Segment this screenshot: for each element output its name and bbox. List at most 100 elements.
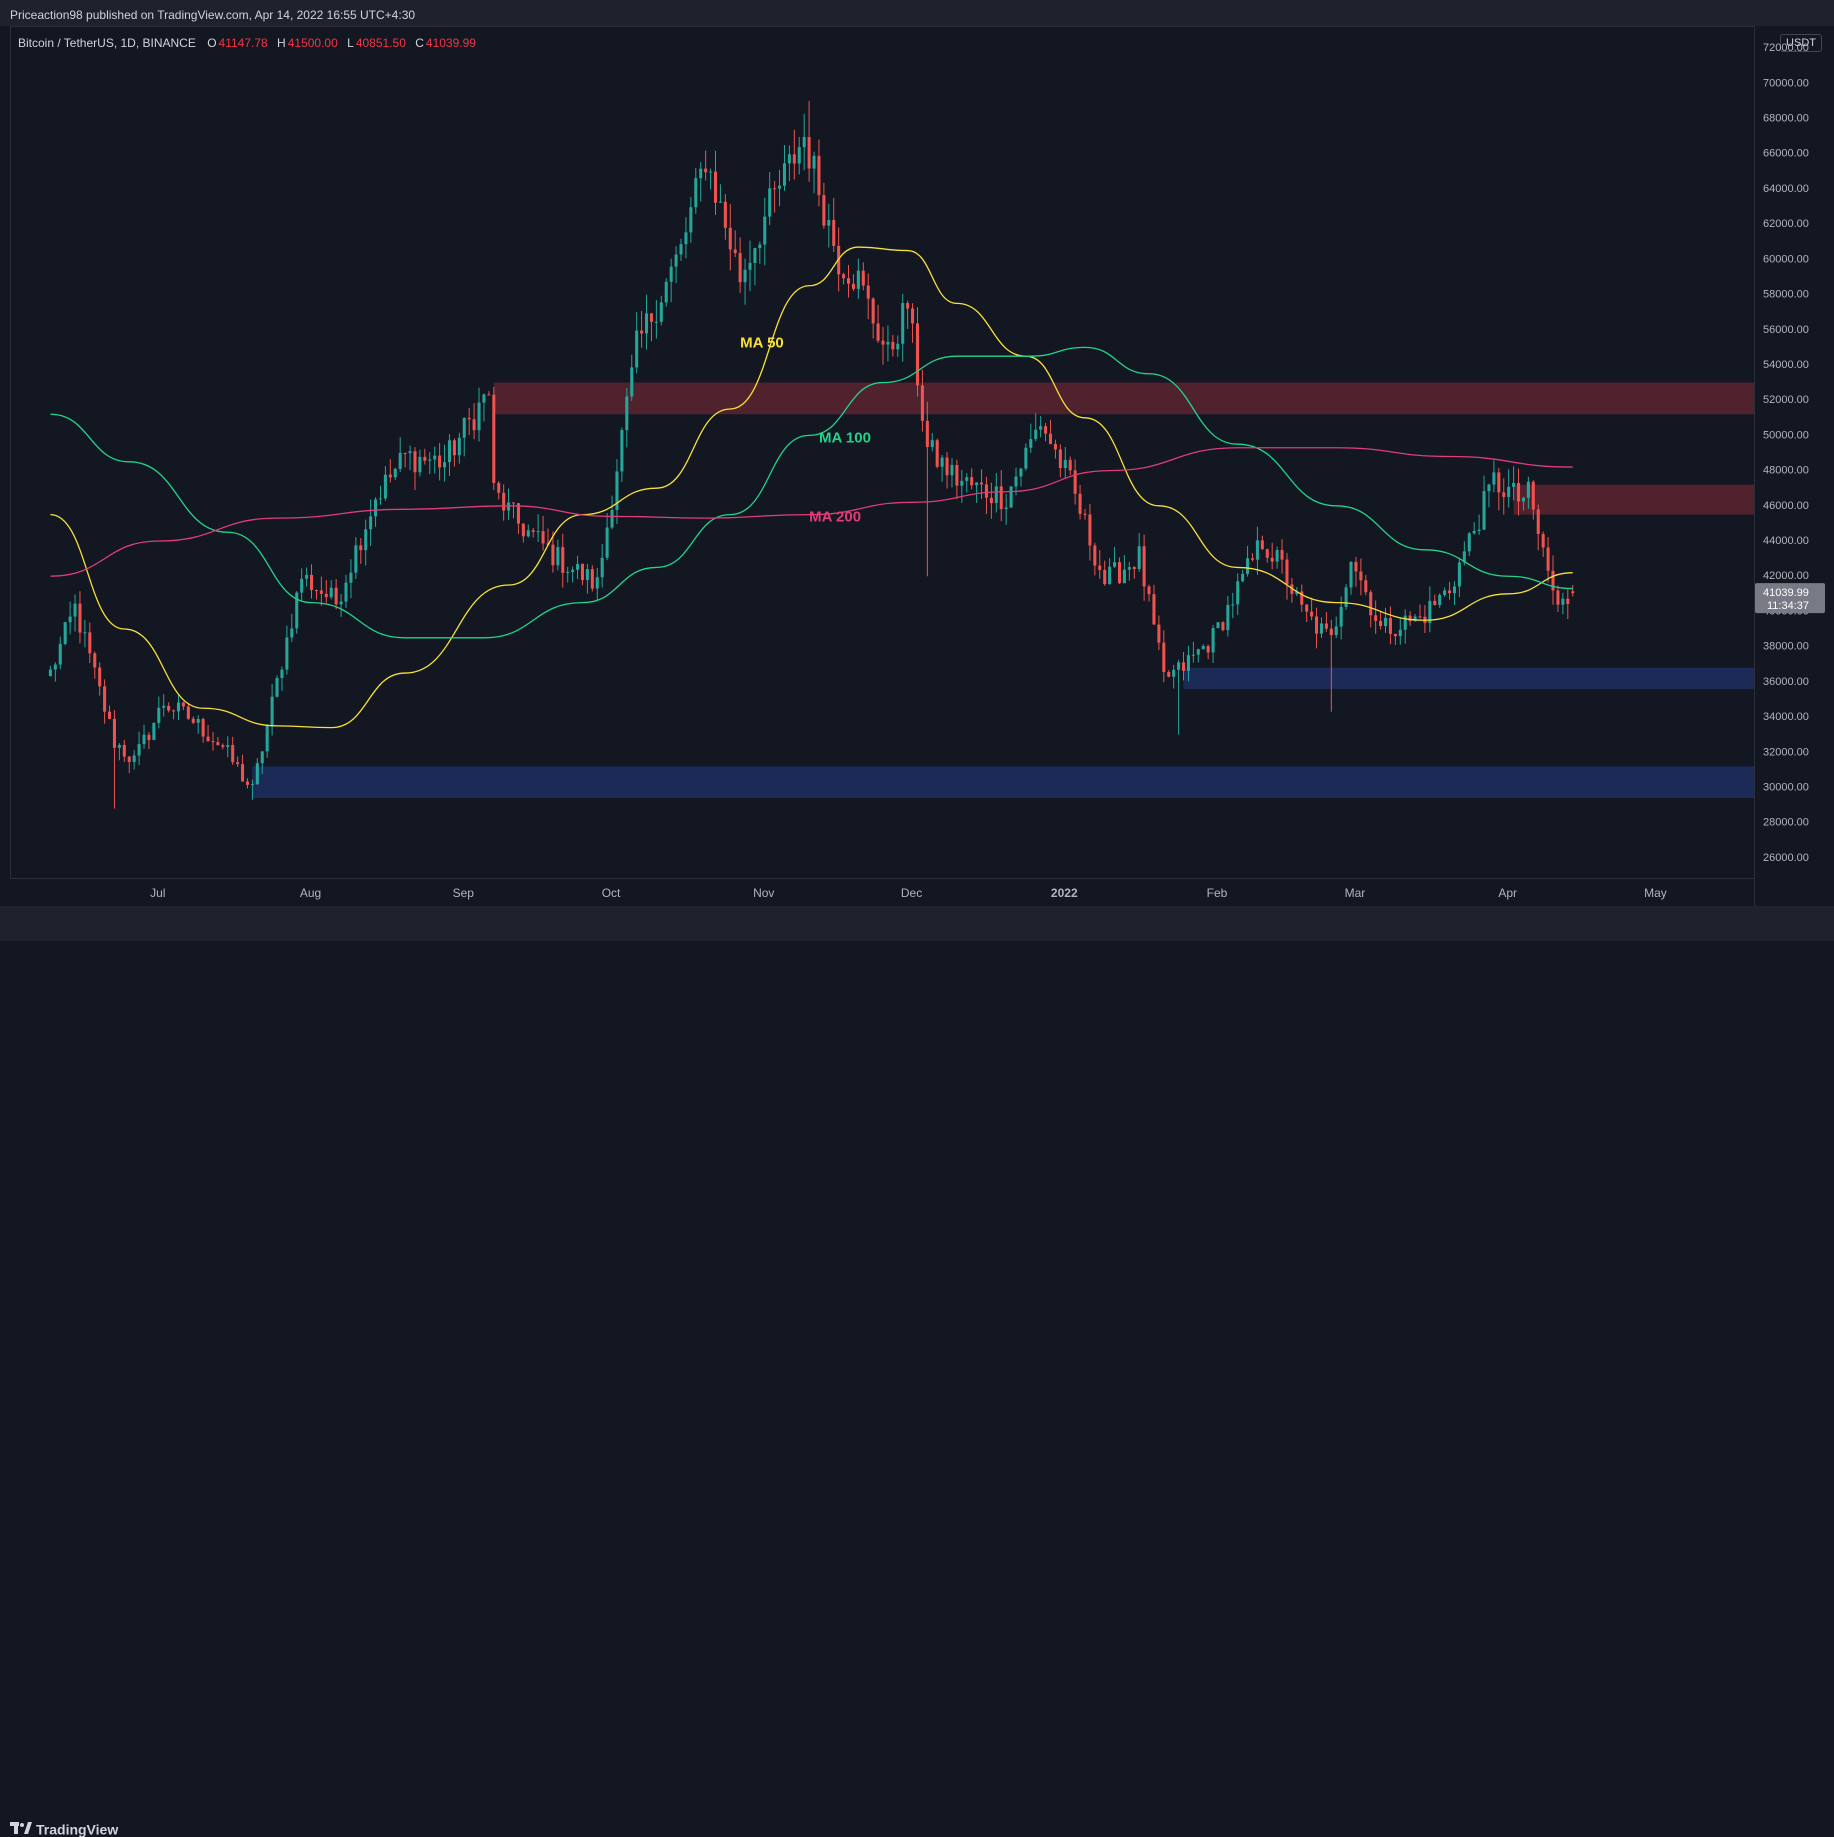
ma100-label: MA 100: [819, 429, 871, 446]
time-tick-label: Dec: [901, 886, 922, 900]
candle-body: [413, 451, 417, 473]
candle-body: [600, 557, 604, 578]
candle-body: [319, 590, 323, 594]
ma200-line: [50, 447, 1573, 577]
candle-body: [1300, 591, 1304, 605]
currency-unit-button[interactable]: USDT: [1780, 34, 1822, 52]
candle-body: [364, 529, 368, 551]
candle-body: [1349, 561, 1353, 588]
candle-body: [354, 545, 358, 573]
candle-body: [152, 722, 156, 740]
candle-body: [93, 653, 97, 668]
candle-body: [1526, 481, 1530, 498]
candle-body: [226, 745, 230, 747]
candle-body: [1181, 662, 1186, 671]
tradingview-brand[interactable]: TradingView: [10, 1820, 118, 1837]
candle-body: [1221, 622, 1225, 631]
last-price-badge: [1755, 583, 1825, 614]
candle-body: [718, 201, 722, 203]
candle-body: [871, 298, 875, 324]
bar-countdown: 11:34:37: [1767, 600, 1809, 612]
candle-body: [1492, 472, 1496, 485]
candle-body: [1211, 628, 1215, 653]
candle-body: [339, 601, 343, 605]
candle-body: [699, 168, 703, 179]
high-label: H: [277, 36, 286, 50]
candle-body: [748, 262, 752, 270]
candle-body: [684, 232, 688, 245]
chart-pane[interactable]: MA 50 MA 100 MA 200: [10, 26, 1755, 879]
candle-body: [1369, 592, 1373, 616]
symbol-name: Bitcoin / TetherUS, 1D, BINANCE: [18, 36, 196, 50]
candle-body: [1044, 426, 1048, 434]
candle-body: [1241, 573, 1245, 582]
low-value: 40851.50: [355, 36, 406, 50]
candle-body: [1255, 540, 1259, 560]
candle-body: [137, 744, 141, 756]
candle-body: [585, 569, 589, 581]
candle-body: [132, 755, 136, 762]
candle-body: [1388, 617, 1392, 634]
candle-body: [1103, 569, 1107, 585]
candle-body: [1448, 590, 1452, 594]
candle-body: [935, 440, 939, 467]
candle-body: [615, 471, 619, 510]
open-value: 41147.78: [218, 36, 268, 50]
candle-body: [822, 195, 826, 226]
candle-body: [812, 155, 816, 169]
candle-body: [1147, 586, 1151, 595]
candle-body: [1078, 493, 1082, 514]
candle-body: [753, 248, 757, 263]
candle-body: [236, 762, 240, 765]
candle-body: [620, 430, 624, 472]
candle-body: [521, 523, 525, 537]
candle-body: [1196, 649, 1200, 655]
time-tick-label: Feb: [1207, 886, 1228, 900]
candle-body: [1507, 486, 1511, 497]
candle-body: [906, 303, 910, 309]
candle-body: [63, 622, 67, 644]
candle-body: [561, 547, 565, 573]
candle-body: [265, 725, 269, 752]
close-value: 41039.99: [425, 36, 476, 50]
price-tick-label: 50000.00: [1763, 429, 1809, 441]
candle-body: [1324, 623, 1328, 629]
candle-body: [241, 764, 245, 782]
candle-body: [1063, 459, 1067, 468]
candle-body: [1339, 606, 1343, 627]
candle-body: [176, 702, 181, 712]
candle-body: [792, 154, 796, 164]
candlestick-chart[interactable]: MA 50 MA 100 MA 200: [11, 27, 1755, 879]
time-tick-label: Aug: [300, 886, 321, 900]
candle-body: [285, 637, 289, 670]
candle-body: [443, 462, 447, 468]
candle-body: [580, 563, 585, 581]
candle-body: [1487, 484, 1491, 492]
candle-body: [1152, 594, 1156, 625]
candle-body: [245, 781, 250, 785]
candle-body: [1122, 569, 1126, 584]
candle-body: [1039, 426, 1043, 430]
price-axis[interactable]: USDT 72000.00 70000.00 68000.00 66000.00 640…: [1754, 26, 1834, 906]
candle-body: [1186, 655, 1190, 671]
candle-body: [1438, 595, 1442, 606]
candle-body: [945, 457, 949, 476]
candle-body: [950, 465, 954, 476]
candle-body: [1246, 558, 1250, 574]
candle-body: [201, 718, 205, 737]
close-label: C: [415, 36, 424, 50]
candle-body: [566, 571, 570, 573]
candle-body: [1201, 645, 1205, 650]
candle-body: [915, 323, 920, 386]
candle-body: [911, 308, 915, 324]
time-axis[interactable]: Jul Aug Sep Oct Nov Dec 2022 Feb Mar Apr May: [10, 878, 1754, 906]
candle-body: [462, 417, 466, 438]
candle-body: [1280, 550, 1284, 560]
candle-body: [1029, 439, 1033, 448]
candle-body: [576, 563, 580, 570]
candle-body: [743, 269, 747, 283]
price-tick-label: 60000.00: [1763, 253, 1809, 265]
candle-body: [172, 710, 176, 712]
candle-body: [428, 459, 432, 461]
candle-body: [1014, 476, 1018, 487]
